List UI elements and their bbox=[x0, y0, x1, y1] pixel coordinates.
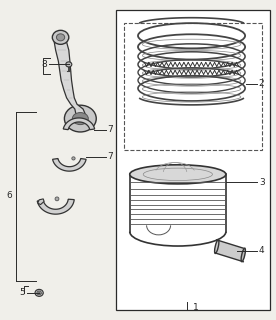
Polygon shape bbox=[217, 240, 243, 262]
Polygon shape bbox=[63, 118, 95, 130]
Text: 2: 2 bbox=[259, 79, 264, 88]
Ellipse shape bbox=[55, 197, 59, 201]
Text: 7: 7 bbox=[107, 125, 113, 134]
Ellipse shape bbox=[72, 157, 75, 160]
Bar bbox=[116, 10, 270, 310]
Ellipse shape bbox=[215, 240, 219, 253]
Polygon shape bbox=[54, 42, 86, 116]
Ellipse shape bbox=[72, 113, 88, 124]
Text: 7: 7 bbox=[107, 152, 113, 161]
Text: 6: 6 bbox=[6, 190, 12, 200]
Ellipse shape bbox=[241, 248, 245, 262]
Text: 1: 1 bbox=[193, 303, 199, 312]
Text: 8: 8 bbox=[42, 60, 47, 69]
Ellipse shape bbox=[64, 105, 96, 132]
Text: 3: 3 bbox=[259, 178, 265, 187]
Polygon shape bbox=[53, 158, 86, 171]
Ellipse shape bbox=[130, 165, 226, 184]
Bar bbox=[124, 23, 262, 150]
Text: 5: 5 bbox=[20, 288, 25, 297]
Text: 4: 4 bbox=[259, 246, 264, 255]
Polygon shape bbox=[37, 199, 74, 214]
Ellipse shape bbox=[52, 30, 69, 44]
Polygon shape bbox=[38, 199, 44, 204]
Ellipse shape bbox=[56, 34, 65, 41]
Ellipse shape bbox=[66, 62, 72, 67]
Ellipse shape bbox=[37, 291, 41, 295]
Ellipse shape bbox=[35, 289, 43, 296]
